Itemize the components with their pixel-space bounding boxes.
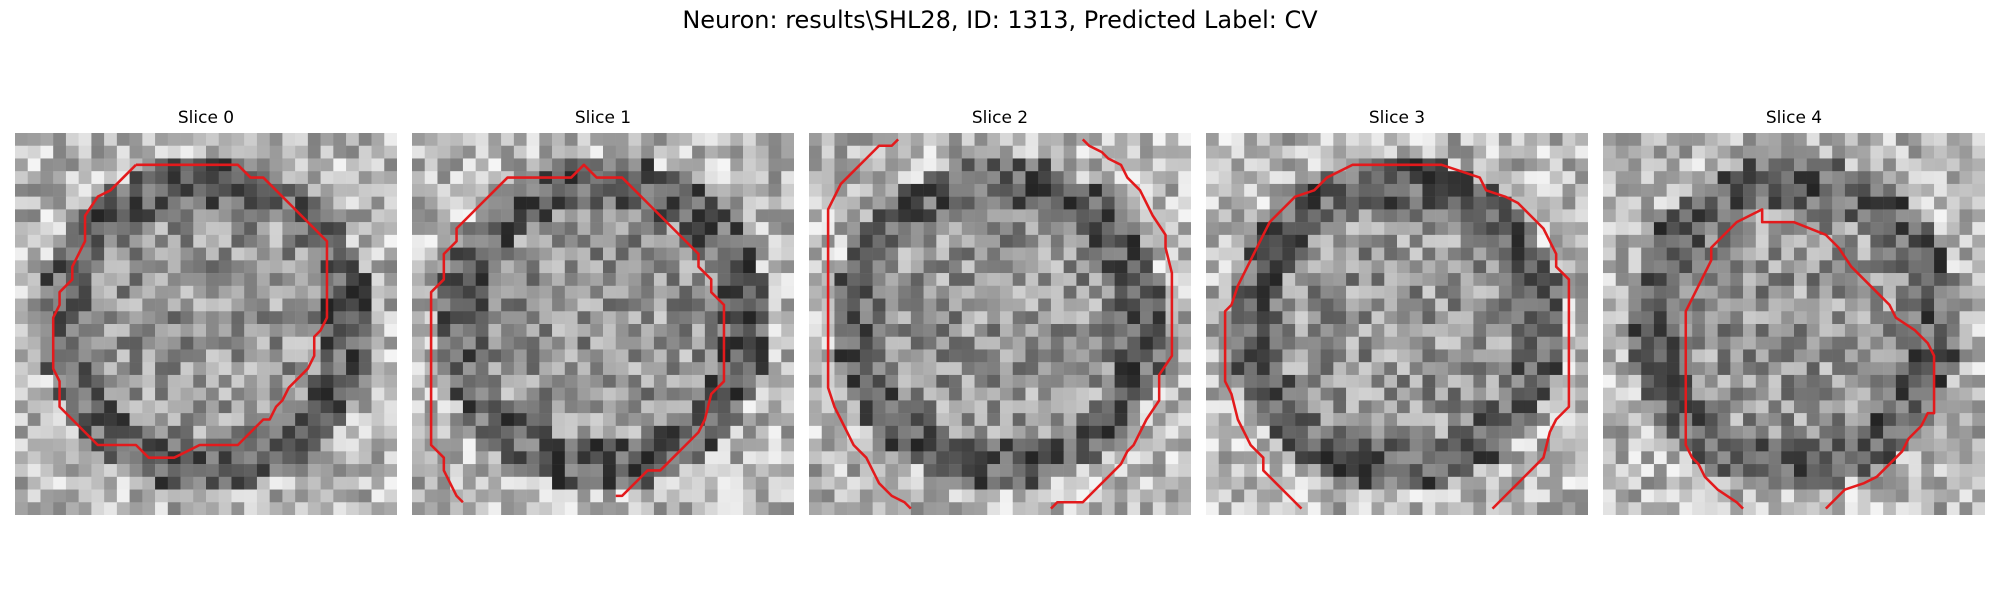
slice-image-2 bbox=[809, 133, 1191, 515]
red-contour bbox=[532, 163, 726, 498]
red-contour bbox=[1223, 163, 1571, 510]
pixel-grid bbox=[809, 133, 1191, 515]
red-contour bbox=[51, 163, 329, 459]
red-contour-segment bbox=[1050, 138, 1174, 510]
pixel-grid bbox=[1603, 133, 1985, 515]
pixel-grid bbox=[412, 133, 794, 515]
red-contour bbox=[1684, 208, 1936, 510]
pixel-grid bbox=[1206, 133, 1588, 515]
panel-title-slice-4: Slice 4 bbox=[1765, 108, 1823, 128]
slice-image-0 bbox=[15, 133, 397, 515]
figure-title: Neuron: results\SHL28, ID: 1313, Predict… bbox=[682, 6, 1318, 34]
panel-title-slice-1: Slice 1 bbox=[574, 108, 632, 128]
red-contour bbox=[826, 138, 912, 510]
slice-image-3 bbox=[1206, 133, 1588, 515]
panel-title-slice-0: Slice 0 bbox=[177, 108, 235, 128]
panel-title-slice-2: Slice 2 bbox=[971, 108, 1029, 128]
red-contour-segment bbox=[429, 176, 533, 504]
slice-image-1 bbox=[412, 133, 794, 515]
panel-title-slice-3: Slice 3 bbox=[1368, 108, 1426, 128]
slice-image-4 bbox=[1603, 133, 1985, 515]
pixel-grid bbox=[15, 133, 397, 515]
